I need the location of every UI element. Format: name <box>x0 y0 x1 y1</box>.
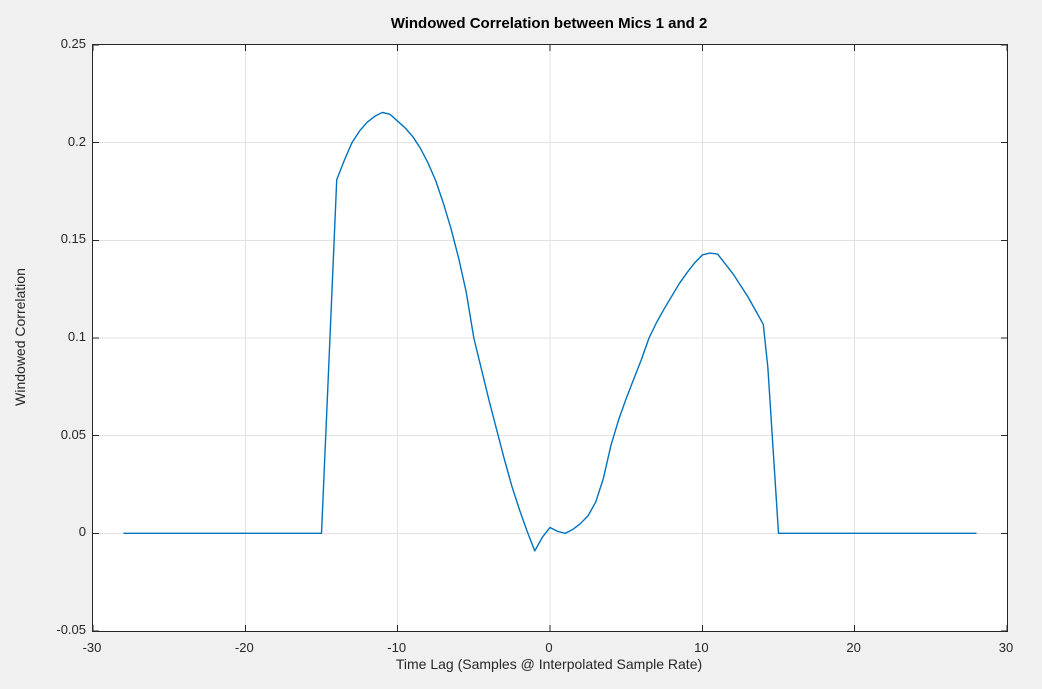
x-tick-label: 10 <box>694 640 709 655</box>
y-tick-label: 0.2 <box>67 133 86 149</box>
x-axis-label: Time Lag (Samples @ Interpolated Sample … <box>395 656 703 672</box>
x-tick-label: -30 <box>82 640 102 655</box>
plot-surface <box>93 45 1007 631</box>
correlation-curve <box>123 111 977 552</box>
x-tick-label: 30 <box>998 640 1014 655</box>
plot-area <box>92 44 1008 632</box>
chart-title: Windowed Correlation between Mics 1 and … <box>390 15 708 32</box>
x-tick-label: -10 <box>387 640 407 655</box>
y-tick-label: 0 <box>78 524 86 540</box>
y-tick-label: 0.05 <box>60 426 86 442</box>
x-tick-label: 0 <box>545 640 553 655</box>
y-tick-label: 0.15 <box>60 231 86 247</box>
y-tick-label: 0.1 <box>67 329 86 344</box>
x-tick-label: 20 <box>846 640 861 655</box>
x-tick-label: -20 <box>234 640 254 655</box>
y-tick-label: 0.25 <box>60 36 86 51</box>
y-tick-label: -0.05 <box>56 622 86 637</box>
